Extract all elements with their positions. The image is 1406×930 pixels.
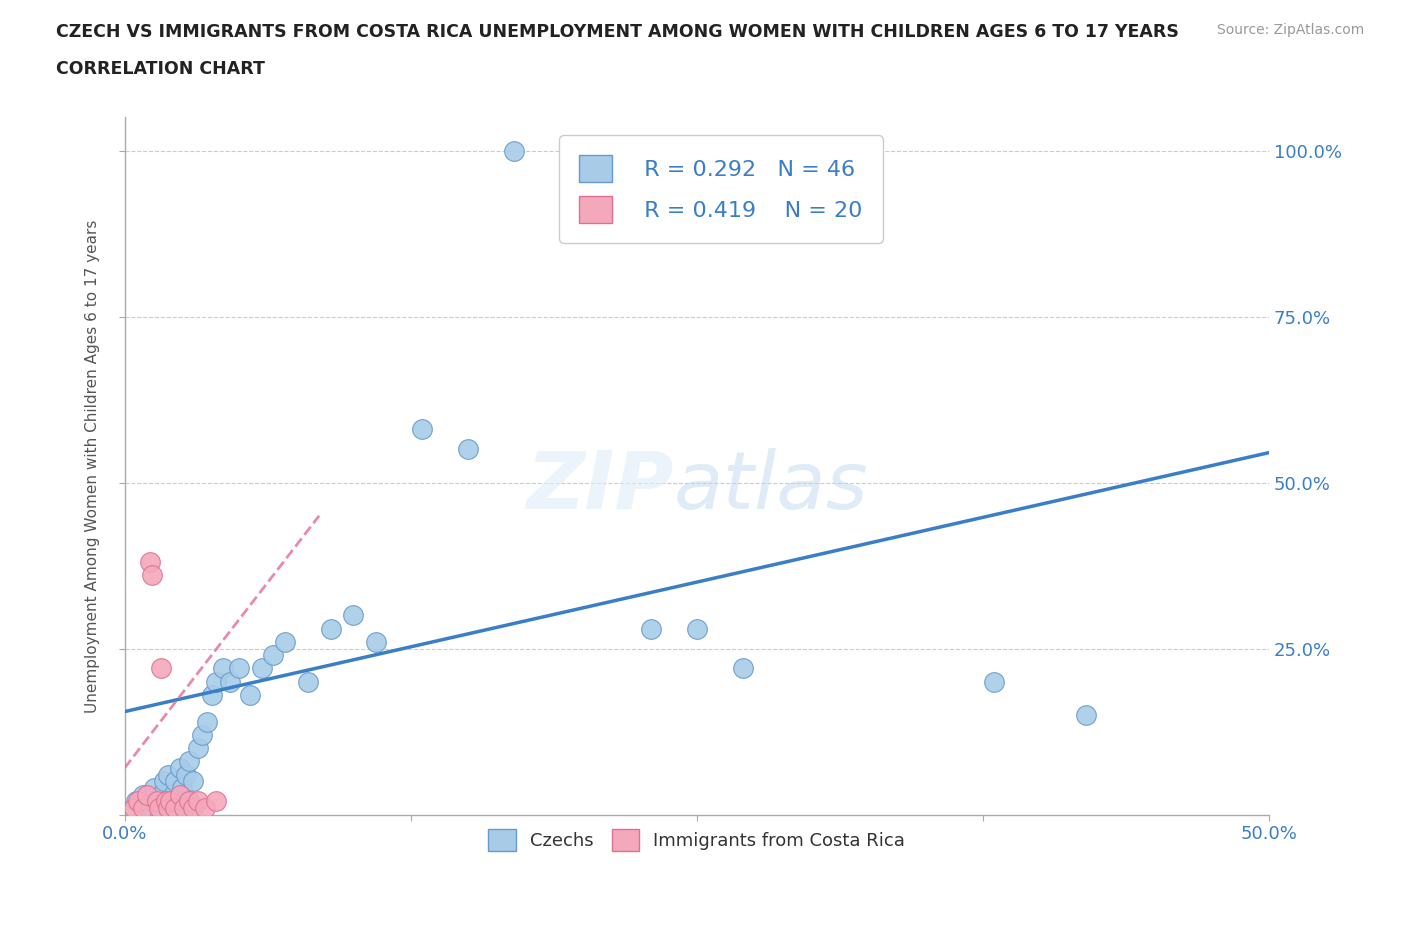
Text: ZIP: ZIP: [526, 448, 673, 525]
Point: [200, 687, 222, 702]
Point: [205, 674, 228, 689]
Point: [274, 634, 297, 649]
Point: [173, 801, 195, 816]
Point: [194, 801, 217, 816]
Point: [155, 794, 177, 809]
Point: [125, 794, 148, 809]
Point: [157, 801, 180, 816]
Point: [177, 754, 200, 769]
Point: [342, 608, 364, 623]
Point: [181, 774, 204, 789]
Point: [195, 714, 218, 729]
Point: [152, 774, 174, 789]
Point: [159, 794, 181, 809]
Point: [181, 801, 204, 816]
Point: [148, 801, 170, 816]
Point: [162, 787, 184, 802]
Point: [205, 794, 228, 809]
Point: [157, 767, 180, 782]
Legend: Czechs, Immigrants from Costa Rica: Czechs, Immigrants from Costa Rica: [481, 821, 912, 857]
Point: [571, 143, 593, 158]
Point: [640, 621, 662, 636]
Point: [219, 674, 242, 689]
Point: [617, 143, 640, 158]
Point: [170, 780, 193, 795]
Point: [163, 801, 186, 816]
Point: [136, 801, 159, 816]
Point: [141, 794, 163, 809]
Point: [132, 787, 155, 802]
Point: [262, 647, 284, 662]
Y-axis label: Unemployment Among Women with Children Ages 6 to 17 years: Unemployment Among Women with Children A…: [86, 219, 100, 712]
Text: Source: ZipAtlas.com: Source: ZipAtlas.com: [1216, 23, 1364, 37]
Point: [163, 774, 186, 789]
Point: [250, 661, 273, 676]
Point: [159, 801, 181, 816]
Point: [139, 555, 162, 570]
Point: [228, 661, 250, 676]
Point: [176, 767, 198, 782]
Point: [411, 422, 433, 437]
Point: [191, 727, 214, 742]
Point: [169, 761, 191, 776]
Text: CZECH VS IMMIGRANTS FROM COSTA RICA UNEMPLOYMENT AMONG WOMEN WITH CHILDREN AGES : CZECH VS IMMIGRANTS FROM COSTA RICA UNEM…: [56, 23, 1180, 41]
Point: [145, 794, 167, 809]
Point: [155, 794, 177, 809]
Point: [686, 621, 709, 636]
Point: [502, 143, 524, 158]
Point: [1074, 708, 1097, 723]
Point: [150, 661, 173, 676]
Point: [143, 780, 166, 795]
Point: [122, 801, 145, 816]
Point: [150, 787, 173, 802]
Point: [187, 794, 209, 809]
Point: [457, 442, 479, 457]
Point: [187, 740, 209, 755]
Text: atlas: atlas: [673, 448, 869, 525]
Point: [148, 801, 170, 816]
Point: [731, 661, 754, 676]
Point: [132, 801, 155, 816]
Point: [297, 674, 319, 689]
Point: [136, 787, 159, 802]
Point: [239, 687, 262, 702]
Point: [983, 674, 1005, 689]
Point: [366, 634, 388, 649]
Text: CORRELATION CHART: CORRELATION CHART: [56, 60, 266, 78]
Point: [127, 794, 149, 809]
Point: [212, 661, 235, 676]
Point: [169, 787, 191, 802]
Point: [177, 794, 200, 809]
Point: [166, 794, 188, 809]
Point: [141, 568, 163, 583]
Point: [319, 621, 342, 636]
Point: [173, 794, 195, 809]
